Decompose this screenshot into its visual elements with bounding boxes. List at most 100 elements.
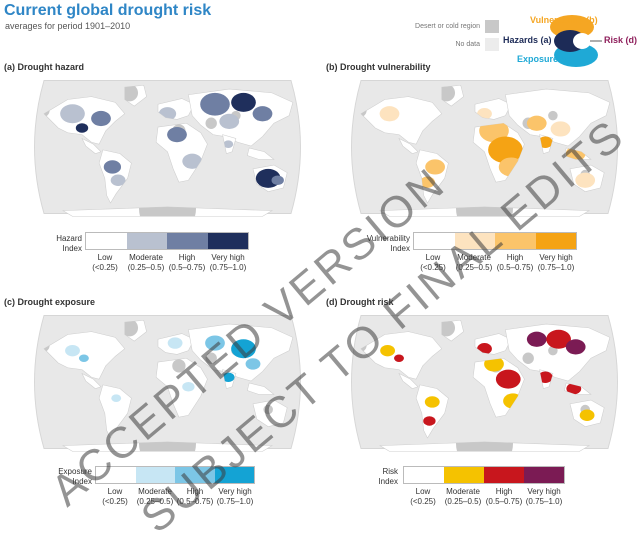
index-region bbox=[565, 339, 586, 355]
index-region bbox=[110, 174, 126, 186]
index-region bbox=[231, 92, 256, 112]
continent-southeast-asia bbox=[246, 382, 275, 395]
exposure-legend-low: Low (<0.25) bbox=[102, 487, 128, 506]
vulnerability-legend-title: Vulnerability Index bbox=[366, 234, 410, 253]
legend-swatch-3 bbox=[535, 233, 576, 249]
index-region bbox=[424, 396, 440, 408]
exposure-legend-moderate: Moderate (0.25–0.5) bbox=[136, 487, 174, 506]
exposure-legend-high: High (0.5–0.75) bbox=[176, 487, 214, 506]
desert-region bbox=[120, 320, 139, 337]
risk-legend-bar bbox=[403, 466, 565, 484]
index-region bbox=[167, 127, 187, 143]
risk-overlap-ellipse bbox=[573, 33, 591, 49]
legend-swatch-1 bbox=[454, 233, 495, 249]
vulnerability-legend-very-high: Very high (0.75–1.0) bbox=[537, 253, 575, 272]
continent-central-america bbox=[81, 137, 102, 154]
index-region bbox=[526, 115, 547, 131]
continent-southeast-asia bbox=[246, 147, 275, 160]
index-region bbox=[111, 394, 122, 402]
desert-region bbox=[548, 110, 558, 121]
exposure-legend-title: Exposure Index bbox=[58, 467, 92, 486]
figure-subtitle: averages for period 1901–2010 bbox=[5, 21, 131, 31]
panel-b-label: (b) Drought vulnerability bbox=[326, 62, 431, 72]
index-region bbox=[579, 409, 595, 421]
risk-venn-diagram bbox=[550, 15, 602, 67]
index-region bbox=[546, 329, 571, 349]
drought-vulnerability-map bbox=[351, 80, 618, 217]
desert-region bbox=[205, 352, 217, 364]
index-region bbox=[379, 106, 400, 122]
nodata-key-label: No data bbox=[455, 41, 480, 48]
desert-region bbox=[205, 117, 217, 129]
desert-region bbox=[437, 320, 456, 337]
venn-exposure-label: Exposure (c) bbox=[517, 54, 572, 64]
legend-swatch-0 bbox=[414, 233, 455, 249]
hazard-legend-moderate: Moderate (0.25–0.5) bbox=[127, 253, 165, 272]
venn-risk-label: Risk (d) bbox=[604, 35, 638, 45]
index-region bbox=[60, 104, 85, 124]
index-region bbox=[222, 372, 235, 382]
continent-central-america bbox=[81, 372, 102, 389]
legend-swatch-0 bbox=[96, 467, 136, 483]
vulnerability-legend-low: Low (<0.25) bbox=[420, 253, 446, 272]
panel-c-label: (c) Drought exposure bbox=[4, 297, 96, 307]
drought-exposure-map bbox=[34, 315, 301, 452]
index-region bbox=[231, 339, 256, 359]
legend-swatch-2 bbox=[175, 467, 215, 483]
hazard-legend-bar bbox=[85, 232, 249, 250]
risk-legend-high: High (0.5–0.75) bbox=[485, 487, 523, 506]
venn-vulnerability-label: Vulnerability (b) bbox=[530, 15, 598, 25]
continent-asia bbox=[505, 88, 611, 147]
index-region bbox=[575, 172, 596, 188]
index-region bbox=[200, 92, 230, 116]
drought-risk-map bbox=[351, 315, 618, 452]
legend-swatch-1 bbox=[126, 233, 167, 249]
index-region bbox=[75, 123, 89, 133]
vulnerability-legend-moderate: Moderate (0.25–0.5) bbox=[455, 253, 493, 272]
index-region bbox=[103, 160, 122, 174]
nodata-key-swatch bbox=[485, 38, 499, 51]
legend-swatch-3 bbox=[214, 467, 254, 483]
continent-north-america bbox=[360, 96, 443, 145]
risk-legend-low: Low (<0.25) bbox=[410, 487, 436, 506]
hazard-legend-title: Hazard Index bbox=[56, 234, 82, 253]
index-region bbox=[219, 113, 240, 129]
index-region bbox=[65, 344, 80, 357]
desert-region bbox=[522, 352, 534, 364]
index-region bbox=[205, 335, 225, 351]
desert-key-swatch bbox=[485, 20, 499, 33]
legend-swatch-0 bbox=[86, 233, 127, 249]
continent-south-america bbox=[98, 384, 132, 439]
continent-south-america bbox=[415, 384, 449, 439]
index-region bbox=[245, 358, 261, 370]
drought-hazard-map bbox=[34, 80, 301, 217]
risk-legend-title: Risk Index bbox=[378, 467, 398, 486]
exposure-legend-bar bbox=[95, 466, 255, 484]
index-region bbox=[425, 159, 445, 175]
index-region bbox=[423, 416, 436, 426]
legend-swatch-1 bbox=[444, 467, 484, 483]
vulnerability-legend-high: High (0.5–0.75) bbox=[496, 253, 534, 272]
desert-key-label: Desert or cold region bbox=[415, 23, 480, 30]
index-region bbox=[182, 382, 195, 392]
index-region bbox=[271, 175, 284, 185]
desert-region bbox=[437, 85, 456, 102]
index-region bbox=[252, 106, 273, 122]
legend-swatch-3 bbox=[207, 233, 248, 249]
risk-legend-moderate: Moderate (0.25–0.5) bbox=[444, 487, 482, 506]
index-region bbox=[550, 121, 571, 137]
index-region bbox=[420, 176, 435, 188]
index-region bbox=[167, 337, 183, 349]
panel-a-label: (a) Drought hazard bbox=[4, 62, 84, 72]
index-region bbox=[495, 369, 521, 389]
desert-region bbox=[172, 359, 186, 373]
continent-africa bbox=[155, 357, 208, 418]
hazard-legend-high: High (0.5–0.75) bbox=[168, 253, 206, 272]
index-region bbox=[394, 354, 404, 363]
hazard-legend-low: Low (<0.25) bbox=[92, 253, 118, 272]
legend-swatch-2 bbox=[167, 233, 208, 249]
index-region bbox=[488, 136, 523, 164]
index-region bbox=[566, 382, 582, 395]
desert-region bbox=[120, 85, 139, 102]
figure-title: Current global drought risk bbox=[4, 2, 212, 19]
